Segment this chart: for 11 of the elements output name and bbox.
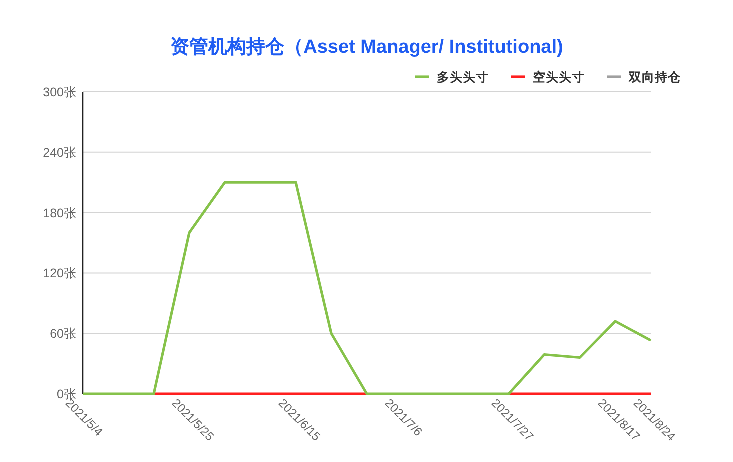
line-series [82, 181, 652, 396]
y-tick-label: 180张 [43, 206, 77, 220]
y-tick-label: 300张 [43, 86, 77, 100]
y-tick-label: 120张 [43, 266, 77, 281]
y-tick-label: 60张 [50, 327, 77, 342]
y-tick-label: 240张 [43, 146, 77, 160]
legend-label: 双向持仓 [628, 70, 682, 84]
legend-label: 多头头寸 [437, 70, 489, 84]
y-tick-label: 0张 [57, 388, 77, 402]
legend-label: 空头头寸 [533, 70, 585, 84]
chart-title: 资管机构持仓（Asset Manager/ Institutional) [170, 36, 564, 58]
